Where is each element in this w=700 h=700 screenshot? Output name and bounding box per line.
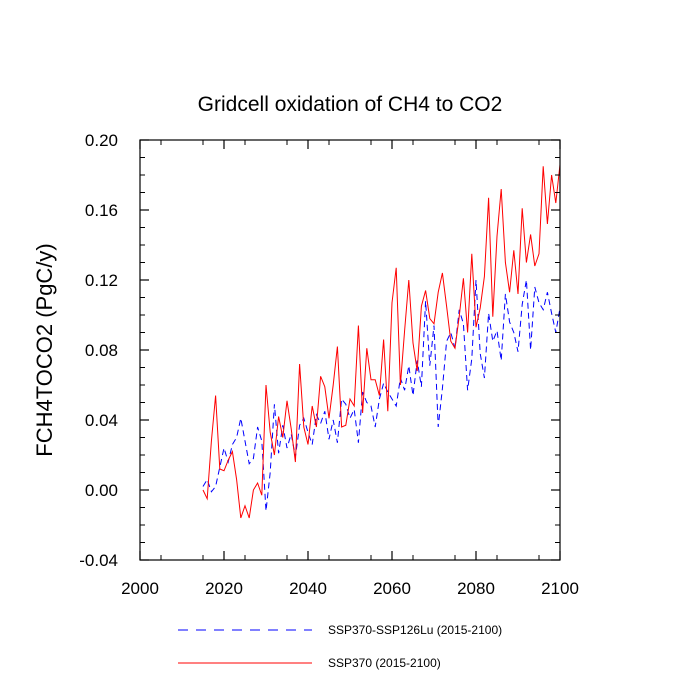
x-tick-label: 2060 [373, 579, 411, 598]
legend: SSP370-SSP126Lu (2015-2100) SSP370 (2015-… [178, 623, 502, 670]
y-tick-label: 0.16 [85, 201, 118, 220]
axis-tick-labels: 2000 2020 2040 2060 2080 2100 -0.04 0.00 0.04 0.0… [79, 131, 579, 598]
x-tick-label: 2080 [457, 579, 495, 598]
y-tick-label: 0.12 [85, 271, 118, 290]
y-tick-label: 0.08 [85, 341, 118, 360]
x-tick-label: 2100 [541, 579, 579, 598]
plot-frame [139, 139, 561, 561]
legend-label-ssp370-ssp126lu: SSP370-SSP126Lu (2015-2100) [328, 623, 502, 637]
x-tick-label: 2000 [121, 579, 159, 598]
plot-area [202, 164, 561, 519]
y-axis-label: FCH4TOCO2 (PgC/y) [32, 243, 57, 457]
y-tick-label: 0.20 [85, 131, 118, 150]
series-line-ssp370 [202, 164, 561, 519]
chart-title: Gridcell oxidation of CH4 to CO2 [198, 93, 503, 116]
x-tick-label: 2040 [289, 579, 327, 598]
x-tick-label: 2020 [205, 579, 243, 598]
y-tick-label: -0.04 [79, 551, 118, 570]
y-tick-label: 0.00 [85, 481, 118, 500]
series-line-ssp370-ssp126lu [202, 279, 561, 512]
axis-ticks [139, 139, 561, 561]
legend-label-ssp370: SSP370 (2015-2100) [328, 656, 441, 670]
y-tick-label: 0.04 [85, 411, 118, 430]
